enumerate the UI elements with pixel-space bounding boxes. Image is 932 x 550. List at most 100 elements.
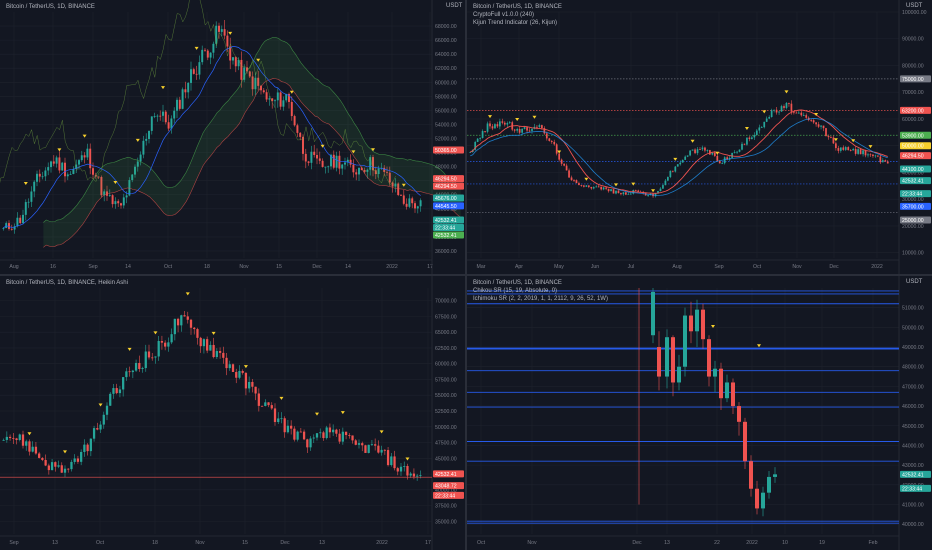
price-label-box: [900, 165, 931, 173]
legend-symbol[interactable]: Bitcoin / TetherUS, 1D, BINANCE: [473, 4, 562, 10]
candle-body: [835, 143, 837, 149]
signal-marker: [614, 183, 618, 187]
candle-body: [753, 135, 756, 138]
chart-pane-heikin-ashi[interactable]: 70000.00 67500.00 65000.00 62500.00 60000.00…: [0, 276, 465, 550]
x-tick-label: Oct: [477, 540, 486, 546]
candle-body: [92, 428, 96, 439]
candle-body: [222, 352, 225, 358]
candle-body: [479, 137, 481, 139]
candle-body: [186, 316, 189, 320]
candle-body: [412, 473, 416, 477]
chart-pane-kijun[interactable]: 100000.00 90000.00 80000.00 70000.00 60000.0…: [467, 0, 932, 274]
chart-legend[interactable]: Bitcoin / TetherUS, 1D, BINANCE Chikou S…: [473, 279, 608, 303]
signal-marker: [289, 90, 294, 94]
y-tick-label: 66000.00: [435, 38, 457, 44]
candle-body: [405, 203, 408, 207]
candle-body: [597, 186, 600, 188]
chart-pane-ichimoku[interactable]: 68000.00 66000.00 64000.00 62000.00 60000.00…: [0, 0, 465, 274]
price-label-box: [900, 142, 931, 150]
candle-body: [160, 340, 164, 343]
candle-body: [585, 185, 588, 187]
candle-body: [874, 155, 877, 157]
candle-body: [565, 165, 568, 171]
candle-body: [526, 127, 528, 131]
candle-body: [198, 62, 201, 75]
chart-canvas[interactable]: 68000.00 66000.00 64000.00 62000.00 60000.00…: [0, 0, 465, 274]
legend-symbol[interactable]: Bitcoin / TetherUS, 1D, BINANCE: [6, 4, 95, 10]
chart-canvas[interactable]: 70000.00 67500.00 65000.00 62500.00 60000.00…: [0, 276, 465, 550]
candle-body: [620, 193, 622, 195]
candle-body: [721, 163, 724, 165]
candle-body: [550, 140, 553, 142]
y-tick-label: 54000.00: [435, 122, 457, 128]
y-tick-label: 47000.00: [902, 384, 924, 390]
candle-body: [671, 337, 675, 383]
candle-body: [625, 192, 627, 195]
y-tick-label: 55000.00: [435, 393, 457, 399]
price-label: 44100.00: [902, 167, 924, 173]
candle-body: [28, 441, 31, 452]
candle-body: [141, 368, 144, 369]
candle-body: [797, 112, 800, 114]
signal-marker: [784, 90, 789, 94]
candle-body: [788, 102, 790, 104]
candle-body: [743, 421, 747, 462]
candle-body: [151, 357, 154, 359]
candle-body: [271, 98, 274, 101]
signal-marker: [405, 457, 410, 461]
chart-legend[interactable]: Bitcoin / TetherUS, 1D, BINANCE, Heikin …: [6, 279, 128, 287]
candle-body: [325, 427, 328, 439]
candle-body: [36, 173, 38, 182]
candle-body: [118, 389, 122, 394]
candle-body: [234, 57, 237, 67]
candle-body: [288, 93, 290, 102]
price-label-box: [900, 75, 931, 83]
legend-symbol[interactable]: Bitcoin / TetherUS, 1D, BINANCE: [473, 280, 562, 286]
y-tick-label: 80000.00: [902, 63, 924, 69]
candle-body: [167, 342, 170, 347]
candle-body: [837, 148, 840, 151]
candle-body: [120, 203, 122, 206]
price-label: 44545.50: [435, 204, 457, 210]
signal-marker: [82, 134, 87, 138]
candle-body: [548, 138, 551, 141]
legend-indicator[interactable]: Chikou SR (15, 19, Absolute, 0): [473, 288, 558, 294]
candle-body: [602, 187, 605, 190]
candle-body: [723, 157, 726, 164]
price-label-box: [900, 202, 931, 210]
candle-body: [503, 122, 506, 125]
chart-canvas[interactable]: 100000.00 90000.00 80000.00 70000.00 60000.0…: [467, 0, 932, 274]
x-tick-label: Dec: [632, 540, 642, 546]
candle-body: [403, 465, 406, 467]
candle-body: [879, 156, 882, 163]
chart-canvas[interactable]: 51000.00 50000.00 49000.00 48000.00 47000.00…: [467, 276, 932, 550]
legend-indicator[interactable]: Kijun Trend Indicator (26, Kijun): [473, 20, 558, 26]
candle-body: [97, 176, 100, 178]
candle-body: [212, 344, 215, 358]
candle-body: [240, 59, 243, 80]
pane-divider-horizontal[interactable]: [0, 274, 932, 276]
x-tick-label: 17: [425, 540, 431, 546]
chart-legend[interactable]: Bitcoin / TetherUS, 1D, BINANCE: [6, 3, 95, 11]
candle-body: [299, 132, 302, 137]
candle-body: [695, 309, 699, 332]
legend-indicator[interactable]: Ichimoku SR (2, 2, 2019, 1, 1, 2112, 9, …: [473, 296, 608, 302]
chart-pane-support-resistance[interactable]: 51000.00 50000.00 49000.00 48000.00 47000.00…: [467, 276, 932, 550]
candle-body: [299, 431, 302, 433]
price-label-box: [900, 177, 931, 185]
candle-body: [44, 459, 47, 466]
chart-legend[interactable]: Bitcoin / TetherUS, 1D, BINANCE CryptoFu…: [473, 3, 562, 27]
candle-body: [251, 76, 254, 90]
candle-body: [386, 171, 388, 173]
candle-body: [679, 162, 682, 165]
candle-body: [180, 315, 183, 326]
candle-body: [189, 319, 193, 328]
candle-body: [372, 157, 374, 171]
candle-body: [70, 461, 73, 470]
candle-body: [718, 160, 721, 164]
candle-body: [52, 161, 55, 164]
legend-indicator[interactable]: CryptoFull v1.0.0 (240): [473, 12, 535, 18]
candle-body: [758, 127, 761, 131]
legend-symbol[interactable]: Bitcoin / TetherUS, 1D, BINANCE, Heikin …: [6, 280, 128, 286]
candle-body: [25, 441, 28, 446]
